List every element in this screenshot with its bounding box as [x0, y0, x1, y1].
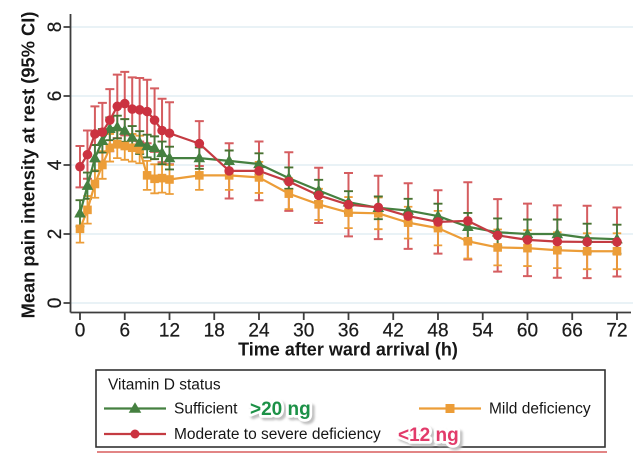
svg-text:42: 42 — [383, 321, 404, 342]
svg-text:72: 72 — [606, 321, 627, 342]
svg-text:2: 2 — [45, 229, 66, 240]
svg-text:60: 60 — [517, 321, 538, 342]
svg-text:<12 ng: <12 ng — [401, 428, 462, 449]
svg-text:8: 8 — [45, 22, 66, 33]
svg-text:12: 12 — [159, 321, 180, 342]
svg-text:18: 18 — [204, 321, 225, 342]
svg-text:54: 54 — [472, 321, 494, 342]
svg-text:6: 6 — [45, 91, 66, 102]
svg-text:>20 ng: >20 ng — [250, 399, 311, 420]
svg-text:48: 48 — [427, 321, 448, 342]
svg-text:6: 6 — [119, 321, 130, 342]
svg-text:<12 ng: <12 ng — [398, 425, 459, 446]
svg-text:66: 66 — [562, 321, 583, 342]
svg-text:0: 0 — [75, 321, 86, 342]
svg-text:Time after ward arrival (h): Time after ward arrival (h) — [238, 340, 458, 360]
svg-text:>20 ng: >20 ng — [253, 402, 314, 423]
svg-text:Mean pain intensity at rest (9: Mean pain intensity at rest (95% CI) — [18, 12, 39, 319]
svg-text:0: 0 — [45, 298, 66, 309]
svg-text:Mild deficiency: Mild deficiency — [489, 401, 591, 418]
svg-text:36: 36 — [338, 321, 359, 342]
svg-text:Sufficient: Sufficient — [174, 401, 238, 418]
svg-text:30: 30 — [293, 321, 314, 342]
svg-text:Moderate to severe deficiency: Moderate to severe deficiency — [174, 426, 381, 443]
svg-text:24: 24 — [248, 321, 270, 342]
svg-text:Vitamin D status: Vitamin D status — [108, 377, 221, 394]
svg-text:4: 4 — [45, 159, 66, 170]
